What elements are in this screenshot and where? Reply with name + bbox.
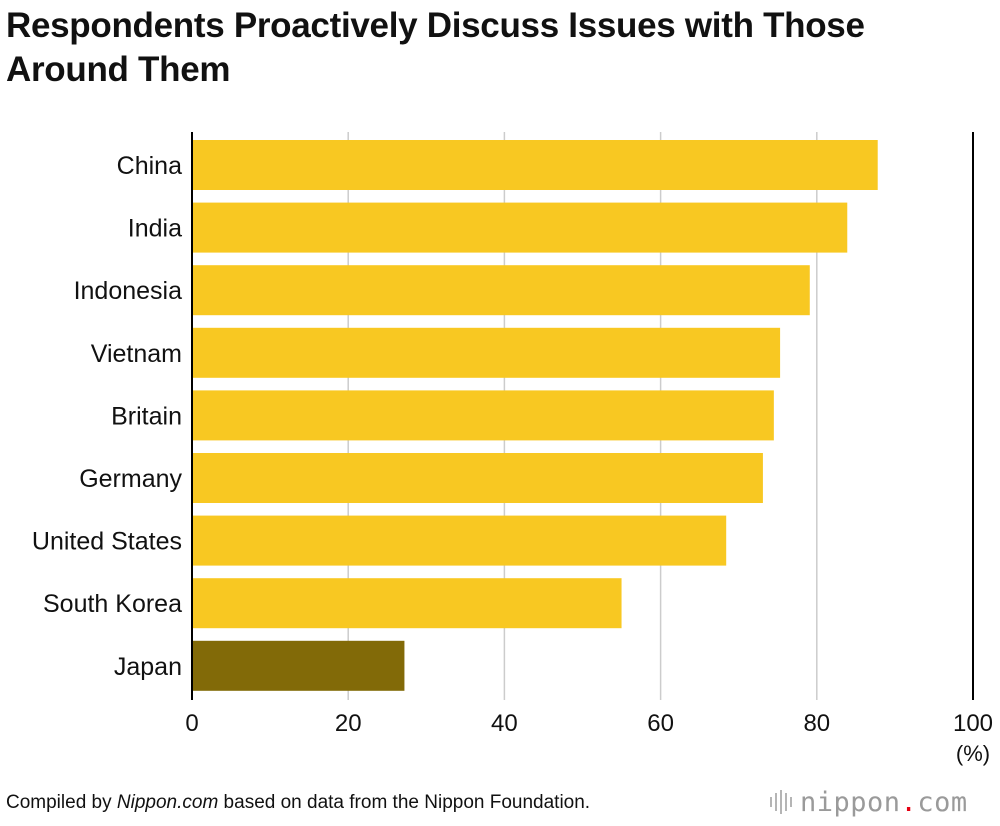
category-label-britain: Britain: [111, 402, 182, 430]
category-label-china: China: [117, 152, 182, 180]
x-tick-label-60: 60: [647, 710, 674, 737]
chart-title: Respondents Proactively Discuss Issues w…: [6, 6, 865, 89]
bar-vietnam: [192, 327, 781, 378]
source-suffix: based on data from the Nippon Foundation…: [218, 792, 591, 813]
x-tick-label-40: 40: [491, 710, 518, 737]
category-label-germany: Germany: [79, 465, 182, 493]
category-label-vietnam: Vietnam: [91, 340, 182, 368]
logo-wordmark: nippon.com: [800, 786, 968, 818]
category-label-japan: Japan: [114, 653, 182, 681]
nippon-logo: nippon.com: [770, 786, 968, 818]
x-tick-label-0: 0: [185, 710, 198, 737]
logo-bars-icon: [770, 790, 792, 814]
bar-japan: [192, 640, 405, 691]
bar-germany: [192, 453, 763, 503]
x-tick-label-20: 20: [335, 710, 362, 737]
bar-indonesia: [192, 265, 810, 316]
category-label-indonesia: Indonesia: [74, 277, 183, 305]
bar-united-states: [192, 515, 727, 566]
source-name: Nippon.com: [116, 792, 219, 813]
category-label-india: India: [128, 215, 182, 243]
bar-india: [192, 202, 848, 253]
category-label-united-states: United States: [32, 528, 182, 556]
category-label-south-korea: South Korea: [43, 590, 182, 618]
x-unit-label: (%): [956, 741, 990, 766]
x-tick-label-80: 80: [803, 710, 830, 737]
source-prefix: Compiled by: [6, 792, 117, 813]
source-note: Compiled by Nippon.com based on data fro…: [6, 792, 590, 814]
x-tick-label-100: 100: [953, 710, 993, 737]
bar-china: [192, 140, 878, 190]
bar-south-korea: [192, 578, 622, 629]
bar-britain: [192, 390, 774, 441]
